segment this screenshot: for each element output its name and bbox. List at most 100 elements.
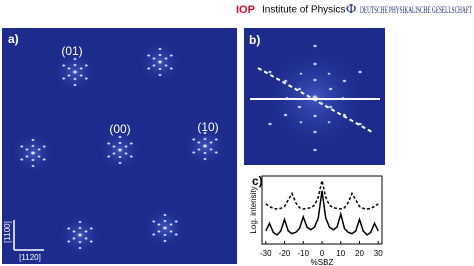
spot [24, 154, 30, 159]
spot [299, 120, 303, 124]
spot [151, 56, 157, 61]
panel-label: a) [8, 32, 19, 46]
spot [106, 154, 111, 159]
spot [36, 147, 42, 152]
spot [24, 147, 30, 152]
spot [42, 157, 47, 162]
iop-name: Institute of Physics [262, 5, 345, 16]
spot [117, 161, 123, 165]
spot [202, 137, 208, 141]
profile-line [257, 67, 373, 133]
spot-label: (00) [109, 122, 130, 136]
spot [111, 144, 117, 149]
spot [72, 63, 78, 67]
spot [30, 150, 36, 156]
spot [282, 113, 289, 117]
x-tick-label: -20 [279, 249, 291, 258]
spot [156, 229, 162, 234]
spot [157, 73, 163, 77]
dpg-symbol: Φ [346, 2, 356, 17]
spot [89, 239, 94, 244]
spot [77, 246, 83, 250]
header: IOP Institute of Physics Φ DEUTSCHE PHYS… [236, 2, 472, 17]
iop-logo: IOP [236, 4, 255, 16]
spot [169, 66, 174, 71]
spot [19, 144, 24, 149]
x-tick-label: 20 [355, 249, 364, 258]
spot [117, 135, 123, 139]
spot [312, 130, 318, 134]
spot [117, 141, 123, 145]
spot [157, 59, 163, 65]
panel-a: a) (01) (00) (10) [1100] [1120] [2, 28, 237, 264]
spot [19, 157, 24, 162]
spot [77, 226, 83, 230]
x-tick-label: -10 [297, 249, 309, 258]
spot [66, 226, 71, 231]
spot [191, 137, 196, 142]
spot [267, 70, 273, 74]
x-tick-label: 30 [374, 249, 383, 258]
spot [163, 63, 169, 68]
spot [202, 143, 208, 149]
spot [84, 76, 89, 81]
panel-b: b) [244, 28, 385, 165]
spot [169, 53, 174, 58]
spot [72, 69, 78, 75]
spot [299, 72, 303, 76]
spot [66, 73, 72, 78]
spot [66, 239, 71, 244]
x-tick-label: -30 [260, 249, 272, 258]
spot [117, 147, 123, 153]
spot [296, 105, 303, 109]
spot [162, 233, 168, 237]
spot [312, 62, 318, 66]
spot [312, 44, 318, 48]
spot [36, 154, 42, 159]
spot [30, 144, 36, 148]
panel-label: b) [249, 33, 260, 47]
spot [196, 140, 202, 145]
spot [357, 70, 363, 74]
spot [61, 76, 66, 81]
axis-label: [1120] [19, 253, 41, 262]
spot [162, 239, 168, 243]
spot-label: (01) [61, 44, 82, 58]
spot [162, 213, 168, 217]
spot [196, 147, 202, 152]
spot [312, 114, 318, 118]
spot [129, 154, 134, 159]
spot [146, 66, 151, 71]
spot-label: (10) [197, 120, 218, 134]
spot [327, 87, 334, 91]
spot [151, 232, 156, 237]
spot [312, 78, 318, 82]
spot [151, 63, 157, 68]
spot [214, 137, 219, 142]
spot [327, 72, 331, 76]
dpg-name: DEUTSCHE PHYSIKALISCHE GESELLSCHAFT [360, 5, 472, 15]
spot [77, 220, 83, 224]
spot [117, 155, 123, 159]
spot [156, 222, 162, 227]
spot [312, 148, 318, 152]
spot [157, 47, 163, 51]
spot [146, 53, 151, 58]
spot [174, 219, 179, 224]
spot [72, 57, 78, 61]
spot [202, 131, 208, 135]
spot [30, 158, 36, 162]
spot [191, 150, 196, 155]
spot [341, 113, 348, 117]
spot [151, 219, 156, 224]
spot [157, 53, 163, 57]
x-axis-label: %SBZ [311, 258, 334, 266]
spot [106, 141, 111, 146]
spot [327, 105, 334, 109]
spot [162, 219, 168, 223]
spot [208, 140, 214, 145]
data-line [265, 180, 379, 210]
spot [168, 229, 174, 234]
spot [83, 229, 89, 234]
spot [174, 232, 179, 237]
